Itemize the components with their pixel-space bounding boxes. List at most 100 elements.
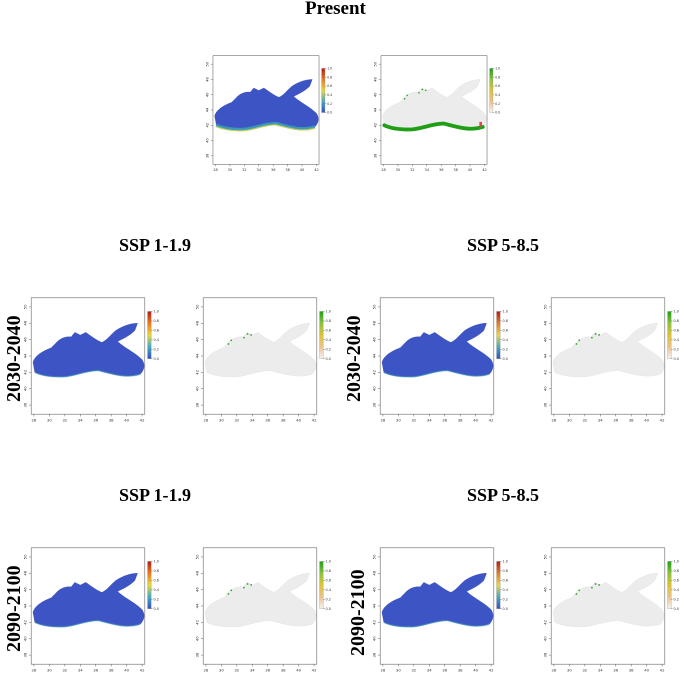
y-tick-label: 46 xyxy=(372,587,377,592)
x-tick-label: 36 xyxy=(613,667,618,672)
y-tick-label: 40 xyxy=(195,636,200,641)
colorbar-tick-label: 0.4 xyxy=(153,338,158,342)
sea-probability-area xyxy=(32,323,145,378)
x-tick-label: 34 xyxy=(427,667,432,672)
plot-frame xyxy=(379,297,495,415)
x-tick-label: 28 xyxy=(31,667,36,672)
y-tick-label: 42 xyxy=(195,369,200,374)
x-tick-label: 42 xyxy=(489,667,494,672)
colorbar-tick-label: 0.0 xyxy=(495,111,500,115)
x-tick-label: 30 xyxy=(396,168,401,172)
y-tick-label: 48 xyxy=(543,570,548,575)
x-tick-label: 32 xyxy=(62,417,67,422)
sea-absence-area xyxy=(552,323,665,378)
y-tick-label: 44 xyxy=(23,603,28,608)
colorbar-tick-label: 0.8 xyxy=(502,569,507,573)
map-ssp119-2030-probability-svg: 28 30 32 34 36 38 40 42 38 40 42 44 46 48 50 0.0 0.2 0.4 0… xyxy=(23,297,159,422)
y-tick-label: 40 xyxy=(543,636,548,641)
x-tick-label: 30 xyxy=(396,667,401,672)
colorbar-tick-label: 0.2 xyxy=(153,347,158,351)
map-ssp585-2030-binary: 28 30 32 34 36 38 40 42 38 40 42 44 46 48 50 0.0 0.2 0.4 0… xyxy=(533,286,683,426)
y-tick-label: 46 xyxy=(23,337,28,342)
colorbar-tick-label: 0.6 xyxy=(673,329,678,333)
colorbar-tick-label: 0.4 xyxy=(495,93,500,97)
x-tick-label: 30 xyxy=(219,417,224,422)
x-tick-label: 32 xyxy=(582,667,587,672)
x-tick-label: 30 xyxy=(396,417,401,422)
colorbar-tick-label: 0.8 xyxy=(495,75,500,79)
colorbar-tick-label: 0.0 xyxy=(673,607,678,611)
colorbar-tick-label: 0.8 xyxy=(325,569,330,573)
y-tick-label: 38 xyxy=(195,652,200,657)
map-ssp119-2090-binary: 28 30 32 34 36 38 40 42 38 40 42 44 46 48 50 0.0 0.2 0.4 0… xyxy=(185,536,335,676)
colorbar-tick-label: 0.4 xyxy=(325,588,330,592)
x-tick-label: 34 xyxy=(598,417,603,422)
x-tick-label: 40 xyxy=(473,667,478,672)
x-tick-label: 28 xyxy=(380,417,385,422)
colorbar-tick-label: 0.6 xyxy=(325,329,330,333)
colorbar-tick-label: 0.2 xyxy=(673,347,678,351)
map-ssp119-2090-probability-svg: 28 30 32 34 36 38 40 42 38 40 42 44 46 48 50 0.0 0.2 0.4 0… xyxy=(23,547,159,672)
ssp119-title-2030: SSP 1-1.9 xyxy=(119,235,192,255)
colorbar-tick-label: 0.4 xyxy=(153,588,158,592)
y-tick-label: 48 xyxy=(372,570,377,575)
y-tick-label: 40 xyxy=(372,636,377,641)
x-tick-label: 36 xyxy=(265,417,270,422)
sea-absence-area xyxy=(552,573,665,628)
y-tick-label: 42 xyxy=(23,369,28,374)
map-ssp585-2030-binary-svg: 28 30 32 34 36 38 40 42 38 40 42 44 46 48 50 0.0 0.2 0.4 0… xyxy=(543,297,679,422)
y-tick-label: 42 xyxy=(206,123,210,128)
x-tick-label: 42 xyxy=(140,667,145,672)
y-tick-label: 44 xyxy=(543,603,548,608)
colorbar-tick-label: 1.0 xyxy=(673,560,678,564)
map-ssp119-2090-probability: 28 30 32 34 36 38 40 42 38 40 42 44 46 48 50 0.0 0.2 0.4 0… xyxy=(13,536,163,676)
x-tick-label: 40 xyxy=(296,667,301,672)
sea-probability-area xyxy=(381,573,494,628)
colorbar-tick-label: 0.6 xyxy=(673,579,678,583)
y-tick-label: 40 xyxy=(372,386,377,391)
plot-frame xyxy=(550,297,666,415)
map-present-binary-svg: 28 30 32 34 36 38 40 42 38 40 42 44 46 48 50 0.0 0.2 0.4 0… xyxy=(374,55,500,172)
map-ssp585-2090-binary: 28 30 32 34 36 38 40 42 38 40 42 44 46 48 50 0.0 0.2 0.4 0… xyxy=(533,536,683,676)
x-tick-label: 32 xyxy=(411,417,416,422)
colorbar xyxy=(147,561,152,609)
colorbar-tick-label: 0.0 xyxy=(502,607,507,611)
y-tick-label: 40 xyxy=(206,138,210,143)
x-tick-label: 28 xyxy=(380,667,385,672)
map-ssp585-2090-binary-svg: 28 30 32 34 36 38 40 42 38 40 42 44 46 48 50 0.0 0.2 0.4 0… xyxy=(543,547,679,672)
colorbar xyxy=(319,311,324,359)
y-tick-label: 46 xyxy=(195,337,200,342)
y-tick-label: 48 xyxy=(543,320,548,325)
y-tick-label: 42 xyxy=(195,619,200,624)
y-tick-label: 46 xyxy=(195,587,200,592)
x-tick-label: 28 xyxy=(551,667,556,672)
x-tick-label: 40 xyxy=(300,168,305,172)
x-tick-label: 34 xyxy=(598,667,603,672)
y-tick-label: 50 xyxy=(23,304,28,309)
y-tick-label: 50 xyxy=(23,554,28,559)
sea-probability-area xyxy=(214,79,319,130)
map-ssp119-2030-binary: 28 30 32 34 36 38 40 42 38 40 42 44 46 48 50 0.0 0.2 0.4 0… xyxy=(185,286,335,426)
x-tick-label: 32 xyxy=(242,168,247,172)
y-tick-label: 48 xyxy=(23,320,28,325)
x-tick-label: 28 xyxy=(381,168,386,172)
x-tick-label: 32 xyxy=(234,667,239,672)
x-tick-label: 42 xyxy=(489,417,494,422)
y-tick-label: 40 xyxy=(195,386,200,391)
colorbar-tick-label: 1.0 xyxy=(325,310,330,314)
y-tick-label: 40 xyxy=(374,138,378,143)
x-tick-label: 30 xyxy=(47,417,52,422)
colorbar-tick-label: 0.4 xyxy=(502,588,507,592)
y-tick-label: 44 xyxy=(206,107,210,112)
y-tick-label: 50 xyxy=(543,304,548,309)
x-tick-label: 38 xyxy=(281,667,286,672)
y-tick-label: 48 xyxy=(372,320,377,325)
x-tick-label: 32 xyxy=(62,667,67,672)
plot-frame xyxy=(202,547,318,665)
x-tick-label: 38 xyxy=(281,417,286,422)
y-tick-label: 50 xyxy=(206,61,210,66)
y-tick-label: 48 xyxy=(23,570,28,575)
y-tick-label: 38 xyxy=(23,652,28,657)
x-tick-label: 40 xyxy=(644,667,649,672)
x-tick-label: 40 xyxy=(644,417,649,422)
